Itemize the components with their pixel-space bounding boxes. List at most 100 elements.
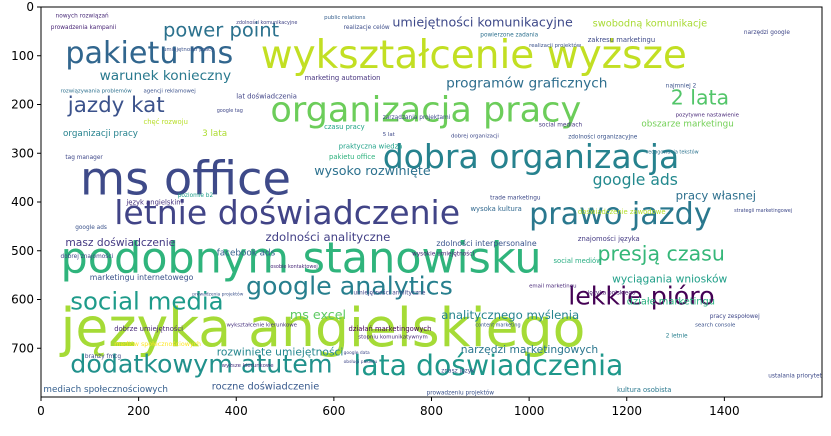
word-28: rozwinięte umiejętności	[217, 346, 344, 359]
word-98: strategii marketingowej	[734, 208, 792, 214]
word-34: mediach społecznościowych	[43, 384, 168, 395]
word-67: powierzone zadania	[480, 32, 538, 38]
word-88: content marketing	[475, 322, 520, 328]
word-3: ms office	[80, 152, 291, 206]
word-38: obszarze marketingu	[641, 119, 733, 129]
word-13: lekkie pióro	[568, 281, 714, 310]
word-44: lat doświadczenia	[236, 93, 297, 101]
word-24: masz doświadczenie	[65, 236, 175, 249]
word-36: facebook ads	[217, 249, 276, 259]
word-27: wyciągania wniosków	[612, 272, 727, 285]
word-12: social media	[70, 286, 223, 315]
word-21: google ads	[593, 171, 678, 189]
word-74: wysokie umiejętności	[412, 251, 474, 258]
word-11: google analytics	[246, 272, 453, 301]
word-58: języka polskiego	[587, 291, 636, 297]
x-tick-label: 400	[225, 404, 248, 418]
word-47: doświadczenie zawodowe	[578, 208, 666, 216]
word-49: dobrze umiejętności	[114, 325, 183, 333]
image-area	[41, 7, 822, 397]
word-9: lata doświadczenia	[353, 349, 623, 382]
word-53: pakietu office	[329, 153, 375, 161]
word-60: zdolności organizacyjne	[568, 134, 638, 141]
word-50: mediów społecznościowych	[114, 340, 201, 348]
word-76: stopniu komunikatywnym	[358, 335, 427, 341]
word-65: public relations	[324, 15, 365, 21]
word-8: prawo jazdy	[529, 197, 712, 232]
word-99: prowadzenia projektów	[192, 291, 243, 298]
y-tick-label: 300	[11, 146, 34, 160]
word-22: wysoko rozwinięte	[314, 163, 431, 178]
word-87: ustalania priorytetów	[768, 373, 830, 380]
word-31: działe marketingu	[627, 296, 715, 307]
x-tick-label: 200	[127, 404, 150, 418]
word-92: redagowania tekstów	[646, 148, 698, 155]
word-94: rozwiązywania problemów	[61, 87, 133, 94]
word-5: dobra organizacja	[383, 137, 680, 176]
word-78: search console	[695, 322, 736, 328]
word-23: zdolności analityczne	[266, 230, 391, 244]
word-91: zdolności komunikacyjne	[236, 19, 297, 26]
word-0: języka angielskiego	[60, 296, 586, 359]
word-57: zarządzania projektami	[383, 115, 451, 121]
word-48: język angielskim	[125, 198, 183, 206]
word-15: power point	[163, 18, 280, 41]
word-77: wykształcenie kierunkowe	[227, 322, 298, 328]
word-61: pracy zespołowej	[710, 314, 760, 320]
word-95: agencji reklamowej	[144, 88, 196, 94]
word-93: google tag	[217, 108, 243, 114]
x-tick-label: 800	[420, 404, 443, 418]
word-10: dodatkowym atutem	[70, 350, 332, 379]
word-29: narzędzi marketingowych	[461, 343, 598, 356]
word-90: email marketingu	[529, 283, 576, 289]
y-tick-label: 700	[11, 341, 34, 355]
word-35: organizacji pracy	[63, 129, 138, 139]
word-81: prowadzeniu projektów	[427, 390, 495, 397]
word-40: zdolności interpersonalne	[436, 239, 536, 248]
word-63: prowadzenia kampanii	[51, 25, 117, 31]
word-56: social mediów	[554, 257, 603, 265]
word-101: obsługi pakietu	[344, 359, 378, 365]
word-14: jazdy kat	[67, 93, 165, 118]
y-tick-label: 200	[11, 98, 34, 112]
word-89: realizacji projektów	[529, 42, 582, 49]
word-62: narzędzi google	[744, 30, 790, 36]
y-tick-label: 100	[11, 49, 34, 63]
word-6: letnie doświadczenie	[114, 193, 460, 232]
y-tick-label: 500	[11, 244, 34, 258]
word-86: branży fmcg	[85, 354, 121, 360]
word-18: umiejętności komunikacyjne	[392, 15, 573, 30]
y-tick-label: 400	[11, 195, 34, 209]
word-68: umiejętności pracy	[163, 46, 215, 53]
x-axis: 0 200 400 600 800 1000 1200 1400	[37, 397, 740, 418]
word-59: social mediach	[539, 122, 583, 128]
word-100: google data	[344, 350, 370, 356]
word-39: marketingu internetowego	[90, 273, 194, 282]
word-37: 3 lata	[202, 129, 227, 139]
word-66: realizacje celów	[344, 24, 390, 31]
x-tick-label: 1000	[514, 404, 545, 418]
word-45: wysoka kultura	[471, 205, 522, 213]
y-axis: 0 100 200 300 400 500 600 700	[11, 0, 41, 355]
word-51: marketing automation	[305, 74, 381, 82]
x-tick-label: 0	[37, 404, 45, 418]
x-tick-label: 600	[322, 404, 345, 418]
word-41: działań marketingowych	[349, 325, 432, 333]
word-30: ms excel	[290, 307, 346, 322]
word-4: organizacja pracy	[270, 90, 581, 131]
word-54: czasu pracy	[324, 123, 365, 131]
word-84: pozytywne nastawienie	[676, 113, 740, 119]
word-85: tag manager	[65, 155, 103, 161]
word-17: 2 lata	[671, 86, 729, 110]
word-64: nowych rozwiązań	[56, 13, 109, 20]
y-tick-label: 0	[26, 0, 34, 14]
word-20: programów graficznych	[446, 75, 607, 91]
word-80: znasz język	[441, 369, 475, 375]
word-96: 5 lat	[383, 132, 395, 138]
x-tick-label: 1200	[611, 404, 642, 418]
word-69: trade marketingu	[490, 196, 541, 202]
word-1: podobnym stanowisku	[61, 234, 542, 284]
word-55: chęć rozwoju	[144, 118, 188, 126]
